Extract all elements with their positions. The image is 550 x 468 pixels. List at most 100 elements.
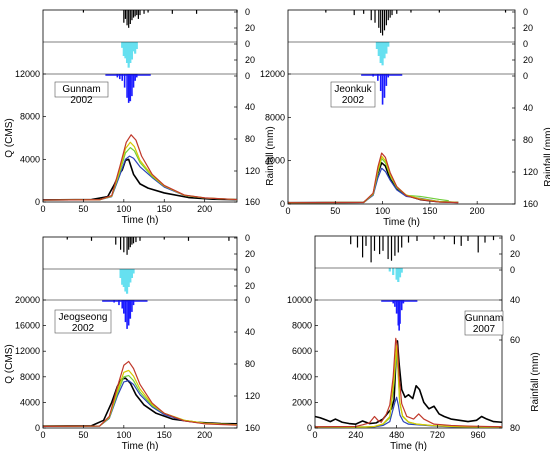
rain-cyan-bar xyxy=(395,268,398,280)
x-tick-label: 0 xyxy=(40,204,45,214)
rain-tick-label: 0 xyxy=(523,39,528,49)
series-line-green xyxy=(287,157,449,204)
rain-tick-label: 0 xyxy=(245,39,250,49)
rain-black-bar xyxy=(443,236,445,240)
rain-black-bar xyxy=(453,236,455,245)
y-tick-label: 4000 xyxy=(292,372,312,382)
rain-black-bar xyxy=(136,10,138,16)
rain-black-bar xyxy=(394,236,396,256)
rain-blue-bar xyxy=(129,300,132,319)
rain-blue-bar xyxy=(126,300,128,329)
x-tick-label: 0 xyxy=(285,206,290,216)
rain-black-bar xyxy=(135,237,137,243)
rain-cyan-bar xyxy=(129,269,132,283)
site-label-box xyxy=(464,310,504,336)
series-line-red xyxy=(42,134,238,201)
rain-blue-bar xyxy=(398,300,400,331)
rain-cyan-bar xyxy=(398,268,402,278)
rain-cyan-bar xyxy=(397,268,400,282)
rain-cyan-bar xyxy=(121,269,124,285)
rain-cyan-bar xyxy=(400,268,403,273)
rainfall-axis-title: Rainfall (mm) xyxy=(543,127,550,186)
rainfall-axis-title: Rainfall (mm) xyxy=(530,352,541,411)
rain-tick-label: 0 xyxy=(245,7,250,17)
site-year: 2007 xyxy=(473,324,496,335)
plot-frame xyxy=(42,236,238,429)
rain-black-bar xyxy=(353,10,355,16)
rain-black-bar xyxy=(380,10,382,33)
rain-cyan-bar xyxy=(387,42,390,47)
rain-cyan-bar xyxy=(127,269,130,287)
rain-black-bar xyxy=(131,237,133,245)
rain-blue-bar xyxy=(385,74,388,86)
rain-blue-bar xyxy=(132,300,135,306)
rain-black-bar xyxy=(134,10,136,17)
rain-tick-label: 120 xyxy=(245,166,260,176)
x-tick-label: 200 xyxy=(197,204,212,214)
rain-tick-label: 0 xyxy=(245,233,250,243)
x-axis-title: Time (h) xyxy=(383,217,420,228)
y-tick-label: 6000 xyxy=(292,346,312,356)
y-tick-label: 4000 xyxy=(20,154,40,164)
rain-cyan-bar xyxy=(383,42,386,59)
rain-black-bar xyxy=(131,10,133,21)
rain-black-bar xyxy=(385,10,387,26)
rain-blue-bar xyxy=(399,300,401,324)
y-tick-label: 4000 xyxy=(265,156,285,166)
rain-cyan-bar xyxy=(122,42,125,56)
x-tick-label: 0 xyxy=(40,430,45,440)
rain-black-bar xyxy=(387,236,389,260)
x-tick-label: 150 xyxy=(157,204,172,214)
rain-black-bar xyxy=(350,236,352,245)
rain-blue-bar xyxy=(395,300,398,314)
rain-black-bar xyxy=(391,10,393,16)
series-line-red xyxy=(287,152,459,204)
rain-black-bar xyxy=(195,10,198,14)
rain-tick-label: 0 xyxy=(510,233,515,243)
rain-black-bar xyxy=(492,236,495,241)
y-tick-label: 12000 xyxy=(15,346,40,356)
rain-tick-label: 80 xyxy=(510,423,520,433)
y-axis-title: Q (CMS) xyxy=(4,344,15,383)
rain-tick-label: 160 xyxy=(523,199,538,209)
series-line-red xyxy=(42,360,238,427)
rain-tick-label: 20 xyxy=(245,249,255,259)
site-name: Jeogseong xyxy=(59,312,108,323)
rain-black-bar xyxy=(124,10,127,19)
series-line-red xyxy=(314,337,503,428)
rain-cyan-bar xyxy=(134,42,137,54)
rain-blue-bar xyxy=(123,74,126,88)
y-tick-label: 2000 xyxy=(292,397,312,407)
rain-tick-label: 0 xyxy=(245,265,250,275)
rain-black-bar xyxy=(325,10,327,13)
rain-black-bar xyxy=(143,10,145,14)
y-tick-label: 0 xyxy=(35,423,40,433)
rain-black-bar xyxy=(379,236,381,255)
rain-blue-bar xyxy=(126,74,128,98)
rain-black-bar xyxy=(115,237,117,245)
rain-black-bar xyxy=(438,10,440,13)
rain-tick-label: 160 xyxy=(245,197,260,207)
y-tick-label: 12000 xyxy=(15,69,40,79)
rain-cyan-bar xyxy=(132,269,135,274)
y-tick-label: 12000 xyxy=(260,69,285,79)
rain-black-bar xyxy=(132,10,135,18)
rain-cyan-bar xyxy=(129,42,132,63)
rain-black-bar xyxy=(132,237,135,244)
rain-black-bar xyxy=(373,236,376,251)
x-tick-label: 720 xyxy=(430,430,445,440)
rain-blue-bar xyxy=(377,74,379,81)
rain-cyan-bar xyxy=(121,42,124,48)
y-tick-label: 8000 xyxy=(20,112,40,122)
rain-blue-bar xyxy=(123,300,125,314)
site-name: Gunnam xyxy=(62,84,100,95)
rain-tick-label: 40 xyxy=(245,102,255,112)
y-tick-label: 0 xyxy=(307,423,312,433)
rain-black-bar xyxy=(123,10,125,23)
rain-black-bar xyxy=(460,236,462,246)
series-line-green xyxy=(42,147,238,201)
